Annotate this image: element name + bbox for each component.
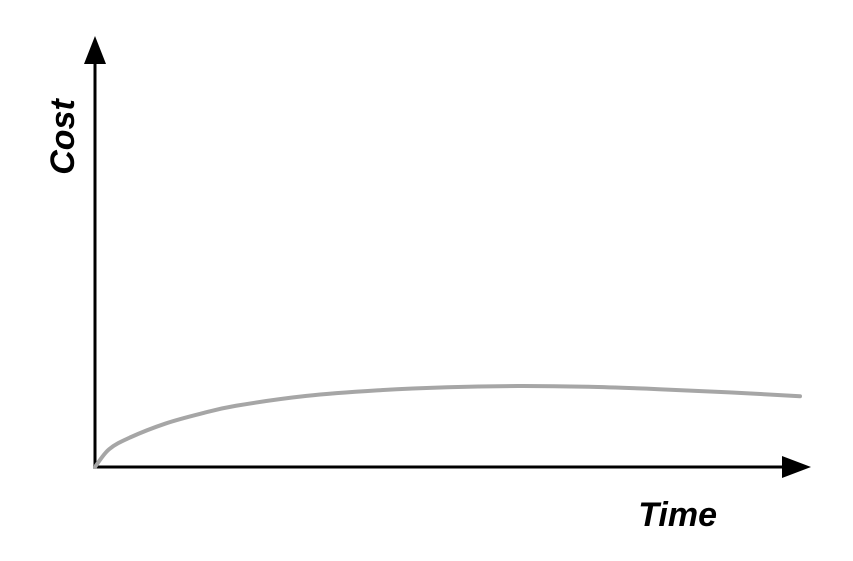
series-line-1 [93,384,802,469]
y-axis-arrowhead [84,36,106,64]
series-layer [93,384,802,469]
x-axis-arrowhead [782,456,811,478]
y-axis-label: Cost [44,98,82,175]
x-axis [93,456,811,478]
x-axis-label: Time [638,496,717,534]
y-axis [84,36,106,468]
